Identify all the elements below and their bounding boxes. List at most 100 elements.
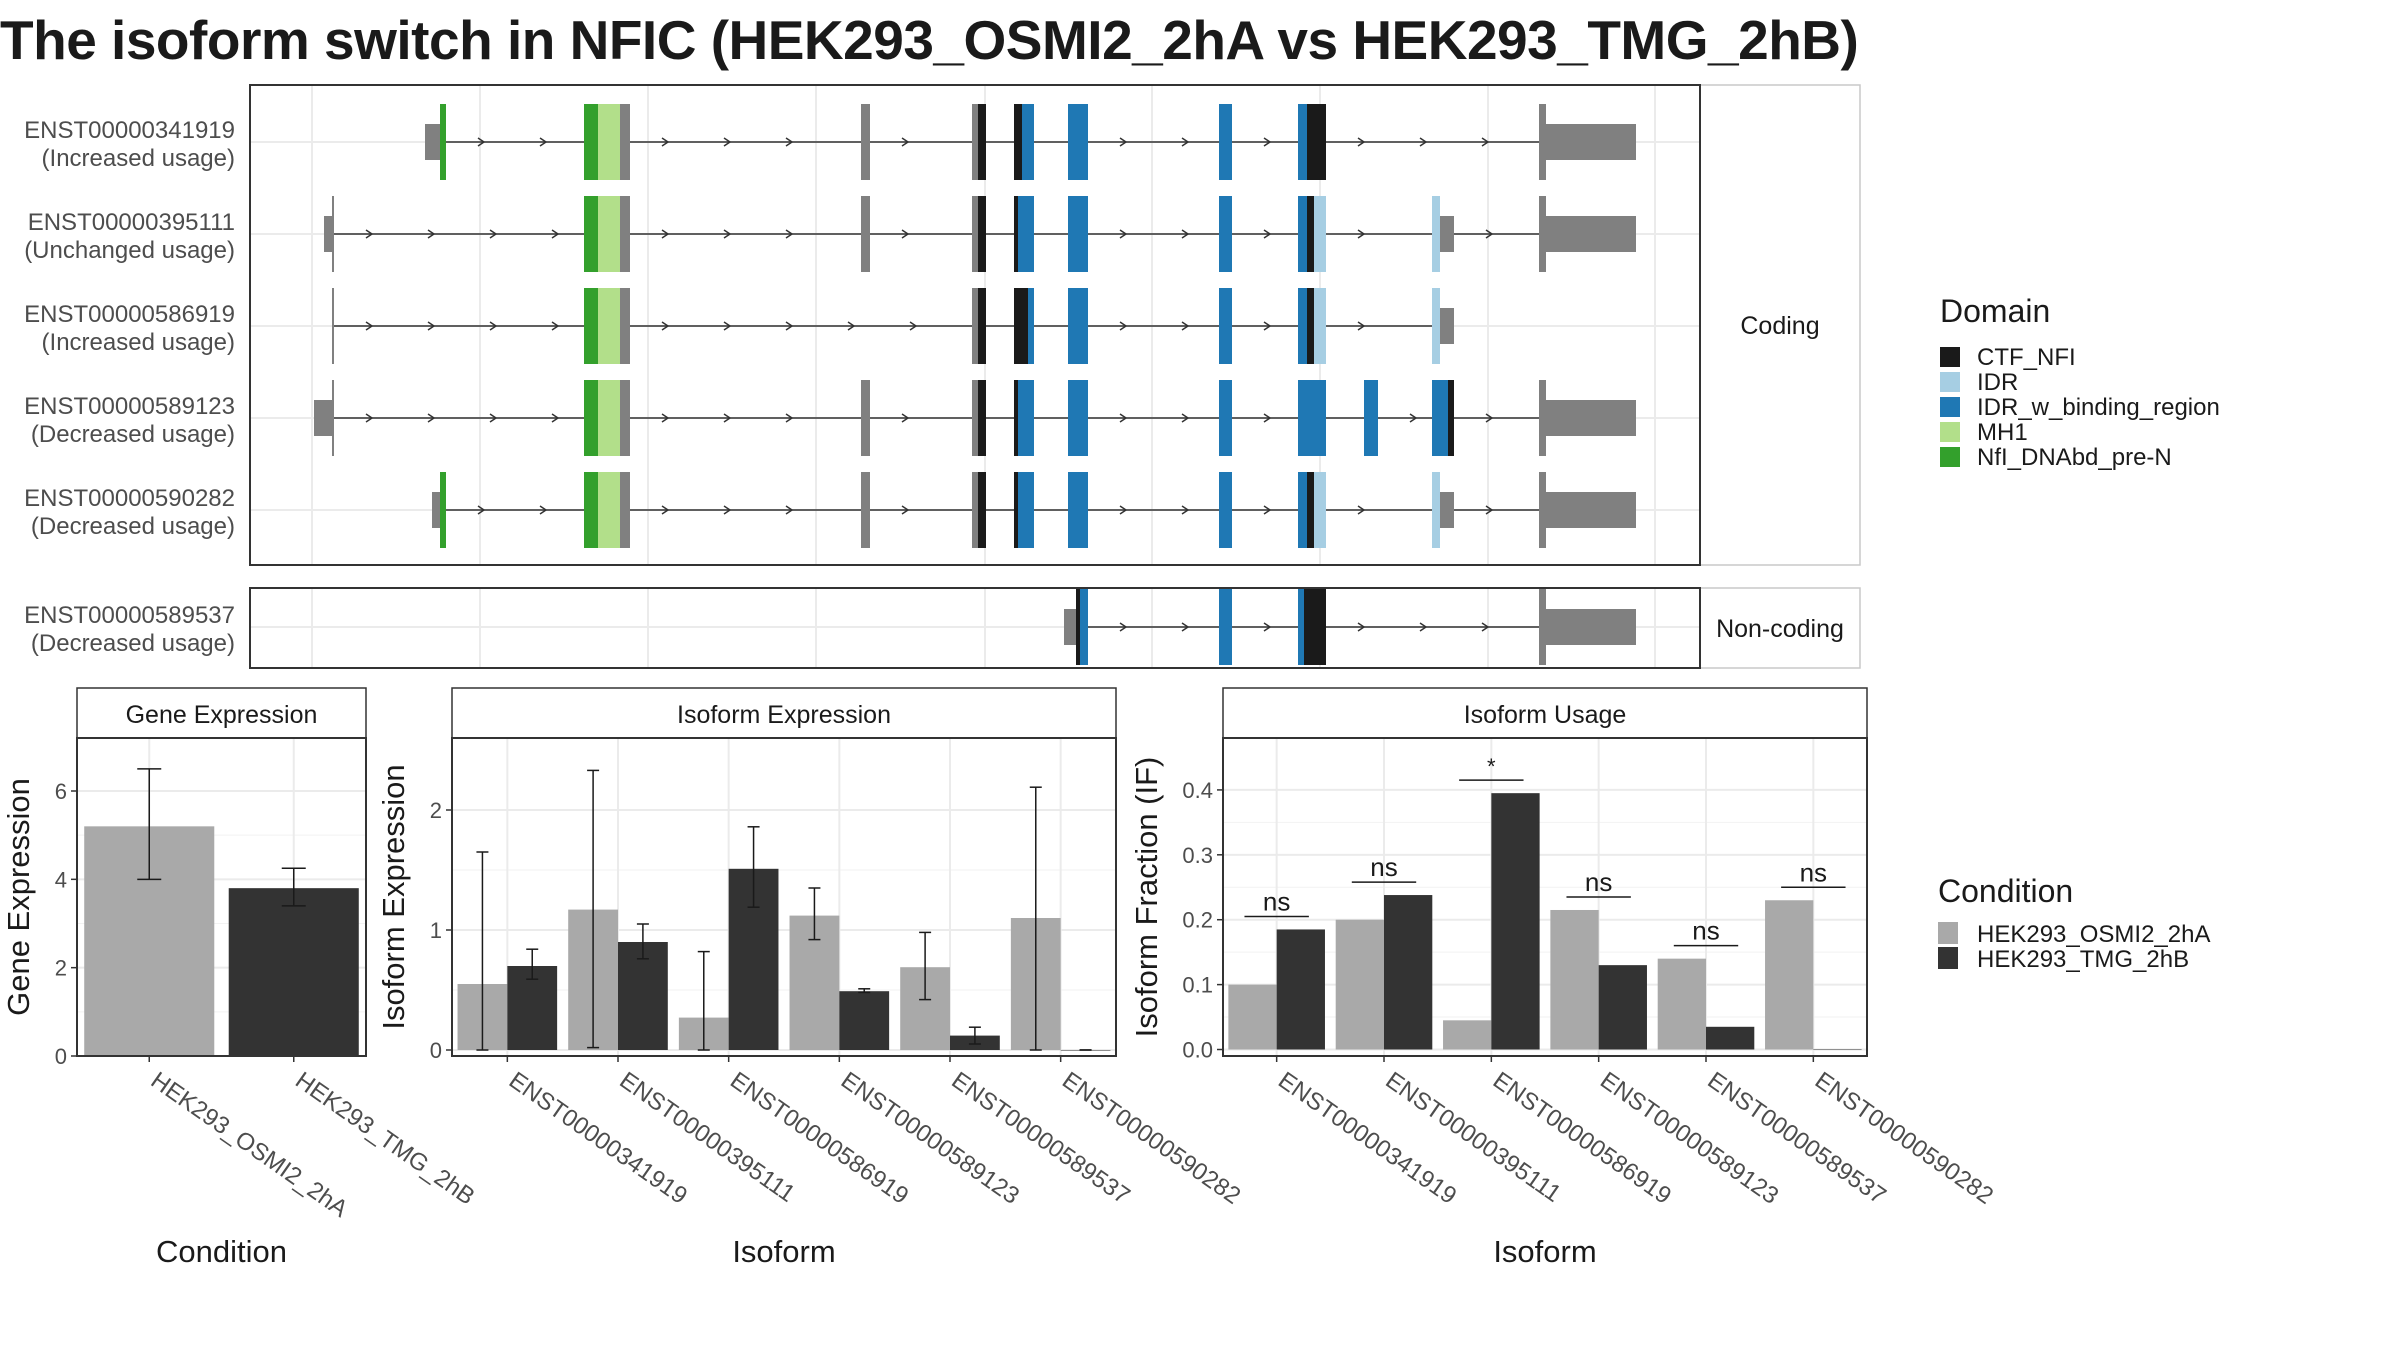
- significance-label: *: [1487, 754, 1496, 779]
- intron-direction-arrow: [1357, 137, 1366, 147]
- x-tick-label: ENST00000586919: [725, 1067, 913, 1210]
- intron-direction-arrow: [1481, 622, 1490, 632]
- exon-utr: [1546, 400, 1636, 436]
- legend-swatch: [1940, 422, 1960, 442]
- exon-domain-ctf-nfi: [978, 196, 986, 272]
- transcript-id-label: ENST00000589123: [24, 393, 235, 420]
- exon-domain-nfi-dnabd-pre-n: [440, 472, 446, 548]
- x-tick-label: ENST00000341919: [1273, 1067, 1461, 1210]
- exon-domain-mh1: [598, 104, 605, 180]
- intron-direction-arrow: [1119, 321, 1128, 331]
- exon-domain-ctf-nfi: [1014, 472, 1018, 548]
- intron-direction-arrow: [551, 413, 560, 423]
- plot-background: [1223, 738, 1867, 1056]
- significance-label: ns: [1263, 886, 1290, 916]
- intron-direction-arrow: [909, 321, 918, 331]
- legend-swatch: [1940, 397, 1960, 417]
- transcript-usage-label: (Decreased usage): [31, 513, 235, 540]
- intron-direction-arrow: [1263, 622, 1272, 632]
- exon-domain-idr-w-binding-region: [1219, 472, 1232, 548]
- x-tick-label: ENST00000589537: [947, 1067, 1135, 1210]
- exon-domain-idr-w-binding-region: [1068, 196, 1088, 272]
- x-tick-label: ENST00000589537: [1703, 1067, 1891, 1210]
- bar: [1228, 984, 1277, 1050]
- exon-domain-ctf-nfi: [1076, 589, 1080, 665]
- intron-direction-arrow: [901, 229, 910, 239]
- intron-direction-arrow: [1409, 413, 1418, 423]
- exon-domain-idr-w-binding-region: [1068, 288, 1088, 364]
- exon-domain-nfi-dnabd-pre-n: [584, 472, 598, 548]
- panel-strip: [76, 687, 367, 739]
- intron-direction-arrow: [365, 229, 374, 239]
- exon-domain-idr: [1432, 472, 1440, 548]
- exon-domain-mh1: [598, 380, 605, 456]
- transcript-id-label: ENST00000589537: [24, 602, 235, 629]
- intron-direction-arrow: [1119, 622, 1128, 632]
- exon-domain-ctf-nfi: [978, 288, 986, 364]
- legend-swatch: [1940, 372, 1960, 392]
- intron-direction-arrow: [427, 413, 436, 423]
- exon-domain-idr-w-binding-region: [1298, 380, 1326, 456]
- intron-direction-arrow: [1181, 229, 1190, 239]
- exon-domain-ctf-nfi: [1014, 288, 1028, 364]
- intron-direction-arrow: [785, 413, 794, 423]
- exon-utr: [1546, 216, 1636, 252]
- intron-direction-arrow: [1181, 321, 1190, 331]
- exon-utr: [1440, 216, 1454, 252]
- exon-domain-idr-w-binding-region: [1018, 196, 1034, 272]
- intron-direction-arrow: [427, 321, 436, 331]
- intron-direction-arrow: [1263, 137, 1272, 147]
- intron-direction-arrow: [1263, 505, 1272, 515]
- transcript-id-label: ENST00000590282: [24, 485, 235, 512]
- intron-direction-arrow: [847, 321, 856, 331]
- transcript-id-label: ENST00000395111: [28, 209, 235, 236]
- plot-border: [76, 737, 367, 1057]
- x-tick-label: ENST00000589123: [836, 1067, 1024, 1210]
- exon-domain-mh1: [605, 104, 620, 180]
- exon-domain-idr-w-binding-region: [1018, 472, 1034, 548]
- exon-utr: [432, 492, 440, 528]
- exon-utr: [972, 196, 978, 272]
- intron-direction-arrow: [1119, 137, 1128, 147]
- exon-utr: [1546, 609, 1636, 645]
- intron-direction-arrow: [901, 413, 910, 423]
- exon-domain-nfi-dnabd-pre-n: [584, 288, 598, 364]
- exon-domain-idr-w-binding-region: [1298, 196, 1307, 272]
- exon-domain-idr-w-binding-region: [1219, 104, 1232, 180]
- exon-domain-ctf-nfi: [1304, 589, 1326, 665]
- intron-direction-arrow: [723, 505, 732, 515]
- intron-direction-arrow: [723, 321, 732, 331]
- legend-label: CTF_NFI: [1977, 344, 2076, 371]
- exon-domain-idr: [1432, 196, 1440, 272]
- exon-utr: [1539, 380, 1546, 456]
- x-axis-title: Isoform: [1493, 1234, 1596, 1269]
- facet-strip: [1699, 587, 1861, 669]
- exon-utr: [861, 104, 870, 180]
- exon-domain-ctf-nfi: [1307, 104, 1326, 180]
- intron-direction-arrow: [551, 229, 560, 239]
- exon-utr: [861, 196, 870, 272]
- exon-domain-mh1: [598, 288, 605, 364]
- intron-direction-arrow: [365, 321, 374, 331]
- x-tick-label: ENST00000341919: [504, 1067, 692, 1210]
- chart-isoform-expression: Isoform Expression012ENST00000341919ENST…: [376, 687, 1245, 1269]
- exon-domain-mh1: [605, 288, 620, 364]
- exon-utr: [1539, 472, 1546, 548]
- condition-legend-title: Condition: [1938, 873, 2073, 909]
- x-axis-title: Isoform: [732, 1234, 835, 1269]
- legend-label: HEK293_TMG_2hB: [1977, 946, 2189, 973]
- exon-domain-idr-w-binding-region: [1432, 380, 1448, 456]
- transcript-usage-label: (Decreased usage): [31, 421, 235, 448]
- exon-domain-idr-w-binding-region: [1068, 104, 1088, 180]
- exon-domain-idr: [1314, 472, 1326, 548]
- bar: [1550, 909, 1599, 1050]
- panel-title: Gene Expression: [126, 701, 318, 729]
- facet-strip-label: Non-coding: [1716, 615, 1844, 643]
- exon-utr: [861, 472, 870, 548]
- panel-title: Isoform Usage: [1464, 701, 1627, 729]
- legend-swatch: [1940, 447, 1960, 467]
- intron-direction-arrow: [365, 413, 374, 423]
- exon-utr: [1546, 492, 1636, 528]
- transcript-usage-label: (Decreased usage): [31, 630, 235, 657]
- exon-utr: [332, 380, 334, 456]
